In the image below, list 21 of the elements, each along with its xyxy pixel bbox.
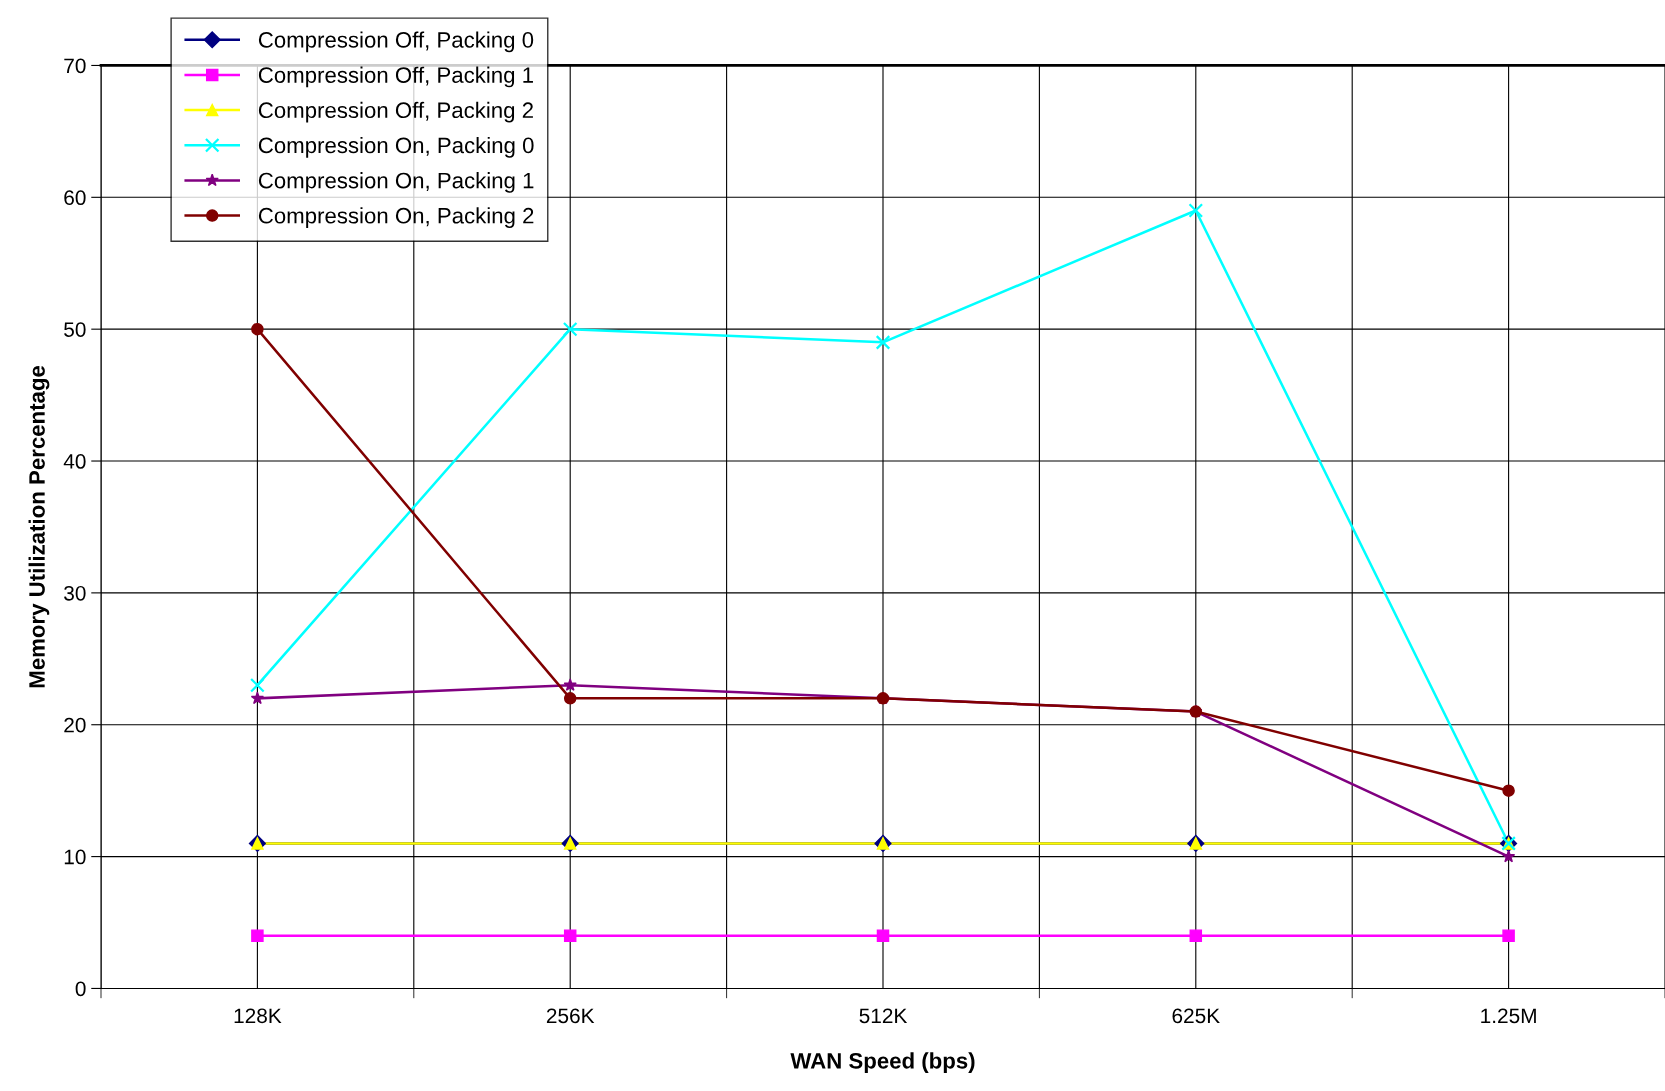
x-axis-title: WAN Speed (bps): [790, 1052, 975, 1074]
x-tick-label: 256K: [546, 1008, 595, 1024]
y-tick-label: 70: [64, 58, 86, 74]
y-tick-label: 40: [63, 454, 86, 469]
y-tick-label: 60: [64, 190, 86, 206]
x-tick-label: 128K: [234, 1008, 282, 1024]
y-tick-label: 10: [64, 849, 86, 865]
legend-label: Compression On, Packing 1: [258, 172, 534, 193]
y-tick-label: 50: [64, 322, 86, 337]
legend-label: Compression Off, Packing 2: [258, 101, 533, 123]
y-axis-title: Memory Utilization Percentage: [28, 365, 50, 688]
x-tick-label: 512K: [859, 1008, 908, 1024]
legend-label: Compression Off, Packing 0: [258, 31, 534, 53]
legend-label: Compression On, Packing 0: [258, 136, 534, 158]
legend-label: Compression Off, Packing 1: [258, 66, 533, 88]
y-tick-label: 30: [64, 585, 86, 601]
legend-label: Compression On, Packing 2: [258, 207, 534, 228]
y-tick-label: 20: [64, 717, 86, 733]
x-tick-label: 1.25M: [1481, 1008, 1536, 1024]
y-tick-label: 0: [75, 981, 86, 997]
x-tick-label: 625K: [1172, 1008, 1220, 1024]
